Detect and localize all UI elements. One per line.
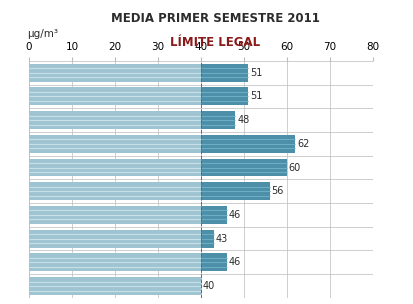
Bar [200, 64, 247, 81]
Text: 40: 40 [202, 281, 215, 291]
Bar [29, 182, 269, 200]
Bar [200, 206, 226, 224]
Bar [200, 111, 235, 129]
Text: 51: 51 [249, 92, 262, 101]
Bar [200, 159, 286, 176]
Bar [200, 135, 294, 153]
Text: MEDIA PRIMER SEMESTRE 2011: MEDIA PRIMER SEMESTRE 2011 [111, 12, 319, 25]
Bar [29, 254, 226, 271]
Bar [29, 230, 213, 247]
Bar [29, 111, 235, 129]
Text: LÍMITE LEGAL: LÍMITE LEGAL [170, 36, 260, 50]
Text: 46: 46 [228, 257, 240, 267]
Text: 46: 46 [228, 210, 240, 220]
Text: 51: 51 [249, 68, 262, 78]
Text: 48: 48 [237, 115, 249, 125]
Text: μg/m³: μg/m³ [27, 29, 58, 40]
Bar [29, 135, 294, 153]
Bar [29, 277, 200, 295]
Text: 56: 56 [271, 186, 283, 196]
Text: 62: 62 [297, 139, 309, 149]
Bar [29, 159, 286, 176]
Text: 60: 60 [288, 163, 300, 172]
Bar [200, 230, 213, 247]
Bar [29, 64, 247, 81]
Bar [200, 88, 247, 105]
Bar [29, 88, 247, 105]
Bar [200, 182, 269, 200]
Bar [29, 206, 226, 224]
Bar [200, 254, 226, 271]
Text: 43: 43 [215, 234, 228, 244]
